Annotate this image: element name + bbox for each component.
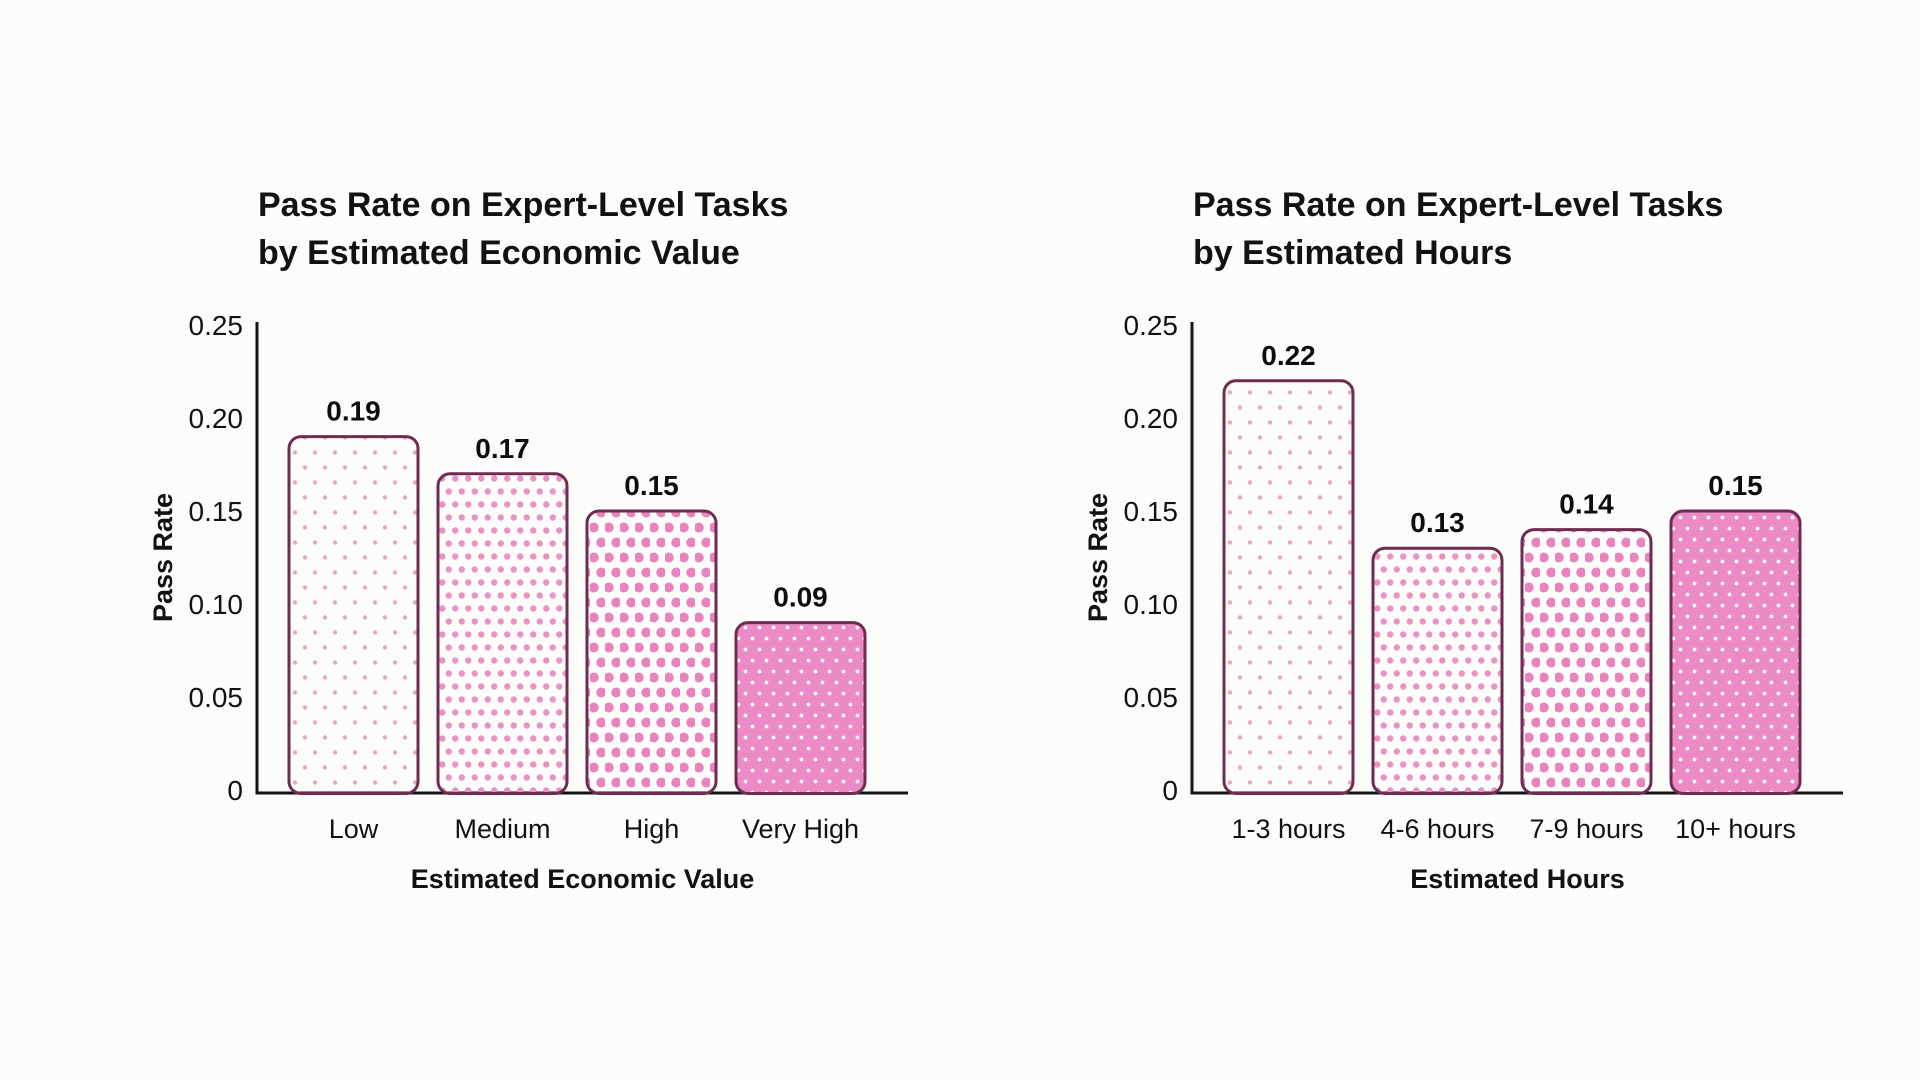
x-tick-label: High (624, 814, 680, 844)
chart-title-line: Pass Rate on Expert-Level Tasks (258, 186, 788, 224)
y-tick-label: 0.15 (1124, 496, 1179, 527)
bar-high (585, 509, 718, 795)
y-tick-label: 0.05 (189, 682, 244, 713)
chart-title-line: by Estimated Hours (1193, 234, 1512, 272)
chart-title-line: by Estimated Economic Value (258, 234, 740, 272)
bar-1-3-hours (1222, 379, 1355, 796)
x-tick-label: Medium (454, 814, 550, 844)
y-tick-label: 0.20 (1124, 403, 1179, 434)
x-tick-label: 1-3 hours (1231, 814, 1345, 844)
y-tick-label: 0.05 (1124, 682, 1179, 713)
bar-value-label: 0.22 (1261, 340, 1316, 371)
bar-value-label: 0.13 (1410, 507, 1465, 538)
y-tick-label: 0.25 (189, 310, 244, 341)
bar-7-9-hours (1520, 528, 1653, 795)
y-tick-label: 0 (227, 775, 243, 806)
y-tick-label: 0.10 (189, 589, 244, 620)
bar-value-label: 0.15 (624, 470, 679, 501)
bar-10-hours (1669, 509, 1802, 795)
bar-medium (436, 472, 569, 795)
hours-chart-block: Pass Rate on Expert-Level Tasks by Estima… (1075, 160, 1895, 940)
bar-low (287, 435, 420, 795)
bar-value-label: 0.17 (475, 433, 530, 464)
y-tick-label: 0.25 (1124, 310, 1179, 341)
x-tick-label: 4-6 hours (1380, 814, 1494, 844)
bar-4-6-hours (1371, 546, 1504, 796)
x-axis-title: Estimated Economic Value (411, 864, 755, 894)
bar-value-label: 0.09 (773, 582, 828, 613)
y-axis-title: Pass Rate (1083, 493, 1113, 622)
chart-title-line: Pass Rate on Expert-Level Tasks (1193, 186, 1723, 224)
economic-value-chart: Pass Rate on Expert-Level Tasks by Estima… (148, 186, 908, 894)
y-tick-label: 0.20 (189, 403, 244, 434)
x-tick-label: 10+ hours (1675, 814, 1796, 844)
y-tick-label: 0.15 (189, 496, 244, 527)
y-tick-label: 0.10 (1124, 589, 1179, 620)
x-tick-label: Very High (742, 814, 859, 844)
y-axis-title: Pass Rate (148, 493, 178, 622)
x-tick-label: 7-9 hours (1529, 814, 1643, 844)
x-tick-label: Low (329, 814, 379, 844)
hours-chart: Pass Rate on Expert-Level Tasks by Estima… (1083, 186, 1843, 894)
bar-value-label: 0.15 (1708, 470, 1763, 501)
bar-very-high (734, 621, 867, 795)
y-tick-label: 0 (1162, 775, 1178, 806)
bar-value-label: 0.14 (1559, 489, 1614, 520)
economic-value-chart-block: Pass Rate on Expert-Level Tasks by Estima… (140, 160, 960, 940)
bar-value-label: 0.19 (326, 396, 381, 427)
x-axis-title: Estimated Hours (1410, 864, 1625, 894)
